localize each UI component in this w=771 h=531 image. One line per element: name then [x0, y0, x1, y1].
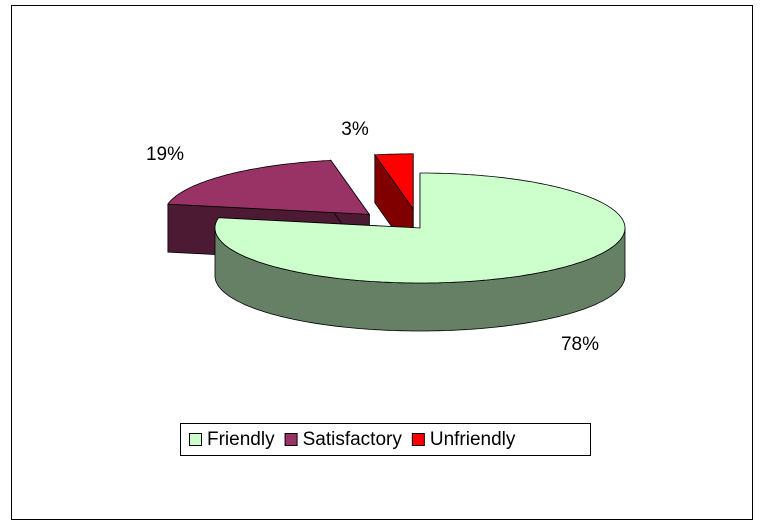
legend-label: Unfriendly — [430, 429, 516, 450]
pie: 19% 3% 78% — [146, 119, 626, 355]
slice-top — [374, 153, 414, 211]
slice — [214, 172, 626, 332]
legend-swatch — [284, 433, 298, 446]
legend-box — [180, 423, 591, 456]
legend-swatch — [411, 433, 425, 446]
legend-label: Friendly — [207, 429, 275, 450]
data-label: 3% — [341, 119, 369, 140]
legend-label: Satisfactory — [303, 429, 403, 450]
slice-top — [214, 172, 626, 284]
slice-top — [167, 159, 371, 215]
data-label: 19% — [146, 144, 184, 165]
legend-swatch — [189, 433, 202, 446]
legend: Friendly Satisfactory Unfriendly — [189, 429, 516, 450]
data-label: 78% — [561, 334, 599, 355]
